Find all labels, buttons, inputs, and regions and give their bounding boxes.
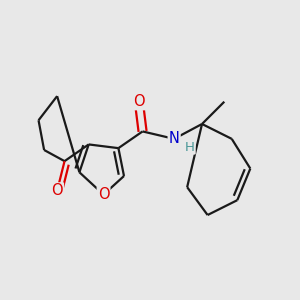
Text: O: O <box>133 94 145 109</box>
Text: O: O <box>98 187 109 202</box>
Text: H: H <box>185 140 195 154</box>
Text: N: N <box>169 131 180 146</box>
Text: O: O <box>51 183 63 198</box>
